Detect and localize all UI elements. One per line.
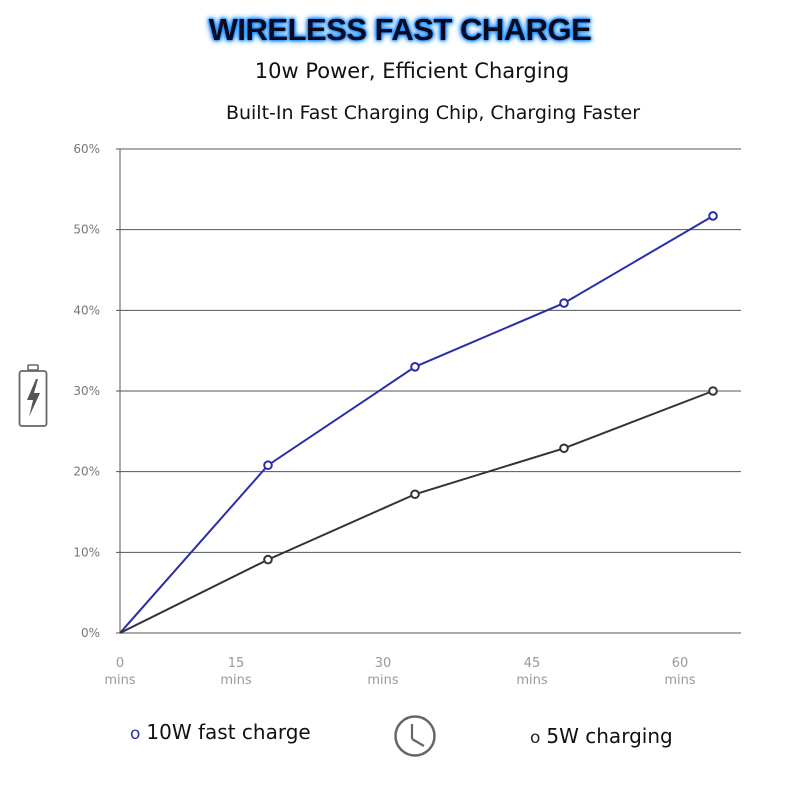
- x-tick-unit: mins: [664, 673, 696, 688]
- y-tick-label: 40%: [73, 303, 100, 317]
- y-tick-label: 60%: [73, 142, 100, 156]
- x-tick-unit: mins: [516, 673, 548, 688]
- legend-fast-marker: o: [130, 724, 141, 744]
- y-tick-label: 10%: [73, 545, 100, 559]
- series-slow-charge-point: [708, 386, 718, 396]
- x-tick-label: 60: [672, 656, 689, 671]
- series-slow-charge-point: [410, 489, 420, 500]
- x-tick-unit: mins: [104, 673, 136, 688]
- x-tick-label: 15: [228, 656, 245, 671]
- chart-title: WIRELESS FAST CHARGE: [208, 12, 592, 47]
- x-tick-label: 30: [375, 656, 392, 671]
- legend-slow-label: 5W charging: [546, 724, 673, 748]
- series-fast-charge-point: [263, 460, 273, 471]
- chart-subtitle: 10w Power, Efficient Charging: [254, 59, 570, 83]
- series-slow-charge-point: [559, 443, 569, 454]
- legend-slow-charge: o 5W charging: [530, 724, 673, 748]
- x-tick-unit: mins: [367, 673, 399, 688]
- series-slow-charge-line: [119, 390, 714, 634]
- series-slow-charge-point: [263, 554, 273, 565]
- series-fast-charge-point: [559, 298, 569, 308]
- y-tick-label: 50%: [73, 223, 100, 237]
- x-tick-unit: mins: [220, 673, 252, 688]
- series-fast-charge-point: [708, 211, 718, 221]
- battery-charging-icon: [18, 364, 48, 427]
- y-tick-label: 30%: [73, 384, 100, 398]
- clock-icon: [394, 715, 436, 757]
- x-tick-label: 0: [116, 656, 124, 671]
- y-tick-label: 0%: [81, 626, 100, 640]
- x-tick-label: 45: [524, 656, 541, 671]
- legend-slow-marker: o: [530, 728, 541, 748]
- y-tick-label: 20%: [73, 465, 100, 479]
- series-fast-charge-point: [410, 362, 420, 372]
- chart-tagline: Built-In Fast Charging Chip, Charging Fa…: [225, 102, 641, 124]
- legend-fast-charge: o 10W fast charge: [130, 720, 311, 744]
- legend-fast-label: 10W fast charge: [146, 720, 311, 744]
